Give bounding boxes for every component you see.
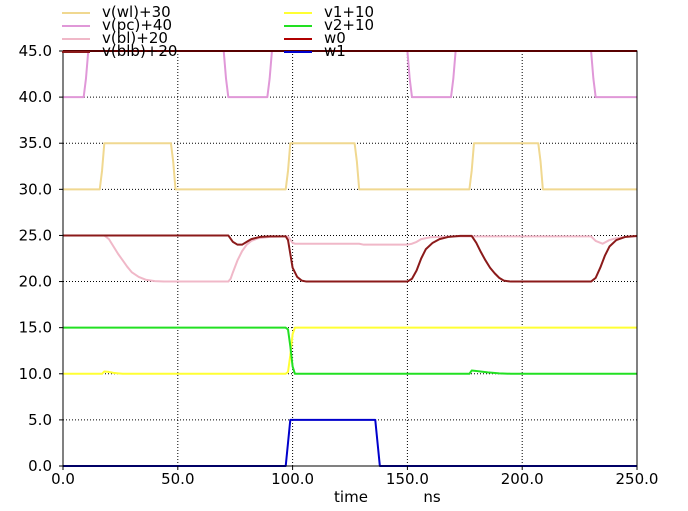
legend-label-v-pc-40: v(pc)+40 <box>102 16 172 34</box>
legend-label-v2-10: v2+10 <box>324 16 374 34</box>
legend-label-w1: w1 <box>324 42 346 60</box>
series-line-v-blb-20 <box>63 234 638 283</box>
y-tick-label: 5.0 <box>28 411 52 429</box>
series-line-v-bl-20 <box>63 234 638 283</box>
series-lines <box>63 50 638 467</box>
grid-lines <box>63 51 637 466</box>
series-line-w1 <box>63 418 637 467</box>
x-axis-ticks: 0.0 50.0 100.0 150.0 200.0 250.0 <box>51 466 658 488</box>
series-line-v2-10 <box>63 326 637 375</box>
x-tick-label: 250.0 <box>616 470 659 488</box>
x-tick-label: 200.0 <box>501 470 544 488</box>
plot-frame <box>62 50 638 467</box>
x-axis-label: time <box>334 488 368 506</box>
y-tick-label: 25.0 <box>19 226 52 244</box>
legend: v(wl)+30v(pc)+40v(bl)+20v(blb)+20 v1+10v2… <box>62 3 374 60</box>
x-tick-label: 0.0 <box>51 470 75 488</box>
y-tick-label: 20.0 <box>19 273 52 291</box>
y-tick-label: 45.0 <box>19 42 52 60</box>
y-tick-label: 10.0 <box>19 365 52 383</box>
legend-label-v-wl-30: v(wl)+30 <box>102 3 171 21</box>
x-tick-label: 50.0 <box>161 470 194 488</box>
x-axis-unit: ns <box>423 488 441 506</box>
legend-label-v-bl-20: v(bl)+20 <box>102 29 168 47</box>
y-axis-ticks: 0.0 5.0 10.0 15.0 20.0 25.0 30.0 35.0 40.0 45.0 <box>19 42 63 475</box>
series-line-v1-10 <box>63 326 637 375</box>
y-tick-label: 15.0 <box>19 319 52 337</box>
y-tick-label: 40.0 <box>19 88 52 106</box>
x-tick-label: 150.0 <box>386 470 429 488</box>
x-tick-label: 100.0 <box>271 470 314 488</box>
y-tick-label: 30.0 <box>19 180 52 198</box>
legend-label-v1-10: v1+10 <box>324 3 374 21</box>
series-line-v-wl-30 <box>63 142 637 191</box>
legend-label-w0: w0 <box>324 29 346 47</box>
y-tick-label: 0.0 <box>28 457 52 475</box>
y-tick-label: 35.0 <box>19 134 52 152</box>
legend-label-v-blb-20: v(blb)+20 <box>102 42 177 60</box>
